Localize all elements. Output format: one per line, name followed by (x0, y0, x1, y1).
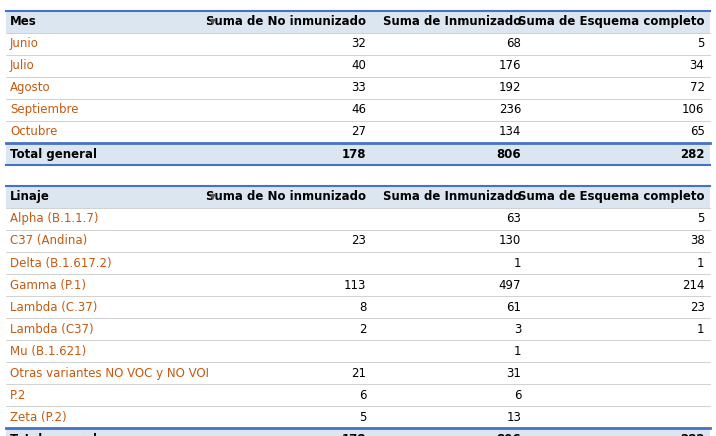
Text: Octubre: Octubre (10, 126, 57, 139)
Text: Suma de No inmunizado: Suma de No inmunizado (206, 15, 367, 28)
Text: 3: 3 (514, 323, 521, 336)
Text: 33: 33 (352, 82, 367, 95)
Bar (6, 340, 710, 362)
Bar (6, 384, 710, 406)
Text: 192: 192 (499, 82, 521, 95)
Bar (6, 55, 710, 77)
Text: 72: 72 (690, 82, 705, 95)
Text: 106: 106 (682, 103, 705, 116)
Text: Zeta (P.2): Zeta (P.2) (10, 411, 67, 424)
Text: 68: 68 (506, 37, 521, 51)
Text: P.2: P.2 (10, 388, 26, 402)
Text: 5: 5 (359, 411, 367, 424)
Text: 32: 32 (352, 37, 367, 51)
Text: 8: 8 (359, 300, 367, 313)
Text: 23: 23 (352, 235, 367, 248)
Text: 113: 113 (344, 279, 367, 292)
Text: 1: 1 (514, 256, 521, 269)
Text: 236: 236 (499, 103, 521, 116)
Text: 1: 1 (697, 323, 705, 336)
Text: 13: 13 (506, 411, 521, 424)
Text: 61: 61 (506, 300, 521, 313)
Text: Total general: Total general (10, 147, 97, 160)
Bar (6, 143, 710, 165)
Text: Agosto: Agosto (10, 82, 51, 95)
Bar (6, 318, 710, 340)
Text: Total general: Total general (10, 433, 97, 436)
Text: Suma de No inmunizado: Suma de No inmunizado (206, 191, 367, 204)
Text: Suma de Esquema completo: Suma de Esquema completo (518, 15, 705, 28)
Text: 178: 178 (342, 147, 367, 160)
Text: 34: 34 (690, 59, 705, 72)
Text: Mes: Mes (10, 15, 37, 28)
Text: C37 (Andina): C37 (Andina) (10, 235, 87, 248)
Text: 65: 65 (690, 126, 705, 139)
Bar (6, 296, 710, 318)
Text: Suma de Esquema completo: Suma de Esquema completo (518, 191, 705, 204)
Bar (6, 99, 710, 121)
Text: 176: 176 (499, 59, 521, 72)
Text: 178: 178 (342, 433, 367, 436)
Text: Delta (B.1.617.2): Delta (B.1.617.2) (10, 256, 112, 269)
Text: ▼: ▼ (210, 192, 216, 201)
Text: ▼: ▼ (210, 17, 216, 27)
Text: Lambda (C.37): Lambda (C.37) (10, 300, 97, 313)
Text: 40: 40 (352, 59, 367, 72)
Bar (6, 252, 710, 274)
Text: 46: 46 (352, 103, 367, 116)
Text: 130: 130 (499, 235, 521, 248)
Text: 21: 21 (352, 367, 367, 380)
Text: 806: 806 (497, 147, 521, 160)
Text: Gamma (P.1): Gamma (P.1) (10, 279, 86, 292)
Bar (6, 230, 710, 252)
Text: 5: 5 (697, 37, 705, 51)
Text: 31: 31 (506, 367, 521, 380)
Text: Linaje: Linaje (10, 191, 50, 204)
Text: Lambda (C37): Lambda (C37) (10, 323, 94, 336)
Bar (6, 77, 710, 99)
Text: Mu (B.1.621): Mu (B.1.621) (10, 344, 86, 358)
Bar (6, 121, 710, 143)
Bar (6, 428, 710, 436)
Text: 63: 63 (506, 212, 521, 225)
Text: 27: 27 (352, 126, 367, 139)
Text: 214: 214 (682, 279, 705, 292)
Text: 6: 6 (514, 388, 521, 402)
Bar (6, 274, 710, 296)
Text: Septiembre: Septiembre (10, 103, 79, 116)
Text: 497: 497 (499, 279, 521, 292)
Text: Otras variantes NO VOC y NO VOI: Otras variantes NO VOC y NO VOI (10, 367, 209, 380)
Bar (6, 362, 710, 384)
Text: 2: 2 (359, 323, 367, 336)
Bar (6, 11, 710, 33)
Text: 1: 1 (697, 256, 705, 269)
Text: 5: 5 (697, 212, 705, 225)
Text: 806: 806 (497, 433, 521, 436)
Text: Junio: Junio (10, 37, 39, 51)
Text: Suma de Inmunizado: Suma de Inmunizado (383, 191, 521, 204)
Text: Julio: Julio (10, 59, 35, 72)
Bar (6, 186, 710, 208)
Text: 282: 282 (680, 147, 705, 160)
Text: 134: 134 (499, 126, 521, 139)
Bar (6, 208, 710, 230)
Bar (6, 406, 710, 428)
Text: Suma de Inmunizado: Suma de Inmunizado (383, 15, 521, 28)
Text: Alpha (B.1.1.7): Alpha (B.1.1.7) (10, 212, 99, 225)
Text: 23: 23 (690, 300, 705, 313)
Bar (6, 33, 710, 55)
Text: 6: 6 (359, 388, 367, 402)
Text: 1: 1 (514, 344, 521, 358)
Text: 38: 38 (690, 235, 705, 248)
Text: 282: 282 (680, 433, 705, 436)
